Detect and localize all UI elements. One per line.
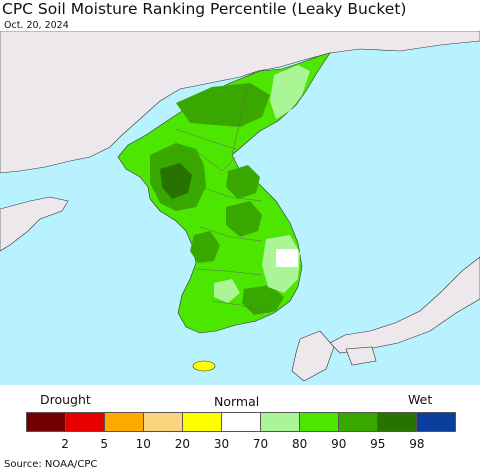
- source-credit: Source: NOAA/CPC: [4, 459, 98, 470]
- japan-shikoku: [345, 346, 377, 366]
- legend-swatch: [183, 413, 222, 431]
- legend-swatch: [144, 413, 183, 431]
- legend-swatch: [378, 413, 417, 431]
- province-borders: [175, 82, 271, 314]
- legend-swatch: [105, 413, 144, 431]
- legend-drought-label: Drought: [40, 392, 91, 407]
- legend-tick-label: 95: [370, 437, 386, 451]
- legend-swatch: [27, 413, 66, 431]
- dark-green-north: [176, 83, 270, 127]
- jeju-island: [192, 360, 216, 372]
- legend-color-bar: [26, 412, 456, 432]
- legend-wet-label: Wet: [408, 392, 433, 407]
- legend-tick-label: 70: [252, 437, 269, 451]
- legend-tick-label: 30: [213, 437, 230, 451]
- japan-kyushu: [291, 330, 335, 382]
- soil-moisture-map: [0, 31, 480, 385]
- shandong-peninsula: [0, 196, 69, 252]
- dark-green-south: [242, 285, 284, 315]
- mainland-china-russia: [0, 31, 480, 174]
- legend-swatch: [417, 413, 455, 431]
- darkest-green-west: [160, 163, 192, 199]
- normal-area: [276, 249, 298, 267]
- legend-tick-label: 5: [100, 437, 108, 451]
- map-title: CPC Soil Moisture Ranking Percentile (Le…: [2, 0, 407, 18]
- legend-swatch: [300, 413, 339, 431]
- legend-swatch: [339, 413, 378, 431]
- legend-tick-label: 20: [174, 437, 190, 451]
- legend-swatch: [66, 413, 105, 431]
- light-green-south: [214, 279, 240, 303]
- map-date: Oct. 20, 2024: [4, 20, 69, 31]
- legend-tick-label: 90: [331, 437, 347, 451]
- dark-green-central: [226, 201, 262, 237]
- light-green-northeast: [270, 65, 310, 119]
- dark-green-east: [226, 165, 260, 199]
- legend-tick-label: 80: [291, 437, 308, 451]
- legend-swatch: [222, 413, 261, 431]
- legend-tick-label: 98: [409, 437, 425, 451]
- dark-green-southwest: [190, 231, 220, 263]
- legend-tick-label: 2: [61, 437, 69, 451]
- legend-normal-label: Normal: [214, 394, 260, 409]
- legend-swatch: [261, 413, 300, 431]
- legend-tick-label: 10: [135, 437, 151, 451]
